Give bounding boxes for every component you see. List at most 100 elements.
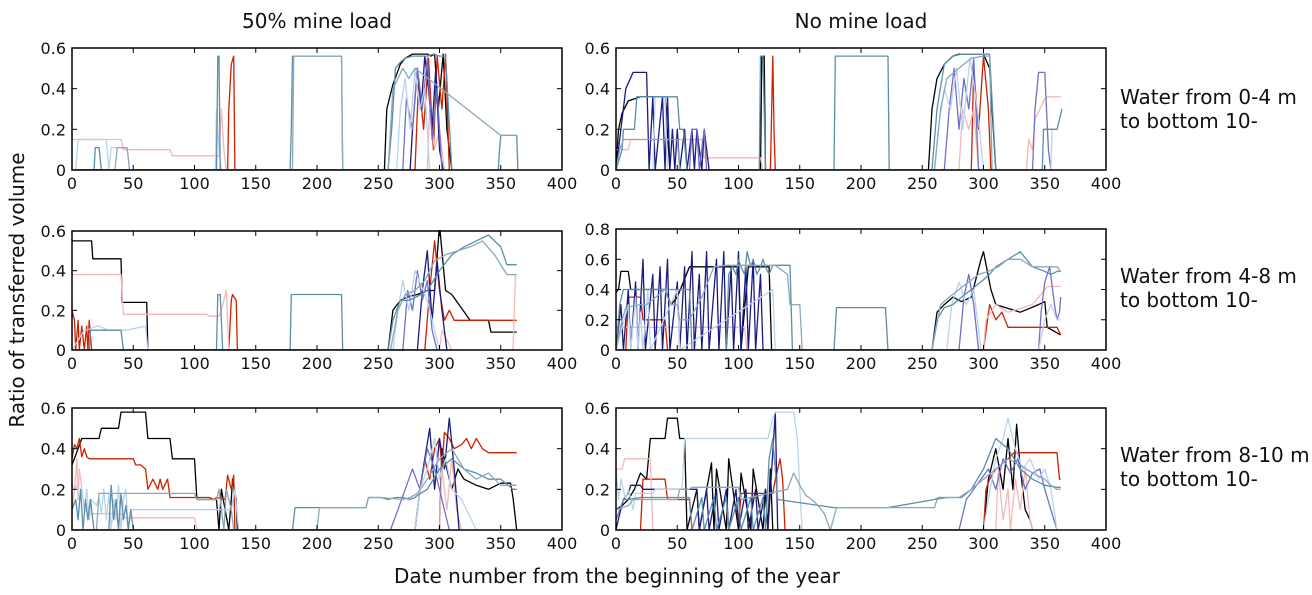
x-tick-label: 0 bbox=[67, 174, 77, 193]
x-tick-label: 0 bbox=[67, 534, 77, 553]
x-tick-label: 50 bbox=[667, 174, 687, 193]
x-tick-label: 150 bbox=[784, 534, 815, 553]
panel-row3-col1: 0 50 100 150 200 250 300 350 400 0 0.2 0.4 0.6 bbox=[41, 399, 578, 553]
x-tick-label: 200 bbox=[302, 534, 333, 553]
series-line-8 bbox=[72, 240, 517, 350]
panel-row3-col2: 0 50 100 150 200 250 300 350 400 0 0.2 0.4 0.6 bbox=[585, 399, 1122, 553]
x-tick-label: 250 bbox=[363, 174, 394, 193]
y-tick-label: 0.6 bbox=[585, 250, 610, 269]
y-tick-label: 0.4 bbox=[585, 80, 610, 99]
x-tick-label: 200 bbox=[846, 534, 877, 553]
x-tick-label: 150 bbox=[784, 174, 815, 193]
x-tick-label: 50 bbox=[123, 354, 143, 373]
series-line-5 bbox=[616, 57, 1052, 170]
x-tick-label: 100 bbox=[179, 534, 210, 553]
series-line-7 bbox=[72, 53, 519, 170]
series-line-3 bbox=[72, 108, 446, 170]
y-tick-label: 0 bbox=[600, 161, 610, 180]
series-group bbox=[72, 230, 517, 350]
y-tick-label: 0.2 bbox=[41, 120, 66, 139]
series-line-5 bbox=[72, 448, 450, 530]
y-tick-label: 0 bbox=[56, 161, 66, 180]
series-line-8 bbox=[616, 458, 1061, 530]
x-tick-label: 350 bbox=[485, 354, 516, 373]
x-tick-label: 300 bbox=[968, 534, 999, 553]
x-tick-label: 300 bbox=[424, 174, 455, 193]
series-line-1 bbox=[72, 230, 517, 350]
y-tick-label: 0.6 bbox=[585, 39, 610, 58]
x-tick-label: 350 bbox=[1029, 354, 1060, 373]
y-tick-label: 0.6 bbox=[41, 222, 66, 241]
row-label-1-line2: to bottom 10- bbox=[1120, 109, 1258, 133]
panel-row2-col2: 0 50 100 150 200 250 300 350 400 0 0.2 0.4 0.6 0.8 bbox=[585, 220, 1122, 373]
y-tick-label: 0.2 bbox=[41, 480, 66, 499]
series-line-3 bbox=[72, 273, 517, 350]
series-line-4 bbox=[616, 71, 712, 170]
series-group bbox=[72, 411, 518, 530]
series-group bbox=[616, 411, 1061, 530]
series-line-8 bbox=[616, 55, 993, 170]
y-tick-label: 0 bbox=[600, 341, 610, 360]
row-label-3-line2: to bottom 10- bbox=[1120, 467, 1258, 491]
y-tick-label: 0.2 bbox=[585, 120, 610, 139]
y-axis-label: Ratio of transferred volume bbox=[5, 152, 29, 427]
x-tick-label: 400 bbox=[1091, 174, 1122, 193]
x-tick-label: 200 bbox=[302, 174, 333, 193]
series-line-6 bbox=[72, 437, 477, 530]
x-tick-label: 100 bbox=[723, 534, 754, 553]
panels: 0 50 100 150 200 250 300 350 400 0 0.2 0.4 0.6 0 50 100… bbox=[41, 39, 1122, 553]
series-line-5 bbox=[72, 270, 438, 350]
x-tick-label: 50 bbox=[667, 534, 687, 553]
x-tick-label: 350 bbox=[485, 174, 516, 193]
series-line-1 bbox=[616, 53, 997, 170]
x-tick-label: 0 bbox=[67, 354, 77, 373]
series-line-6 bbox=[616, 411, 1058, 530]
x-tick-label: 250 bbox=[363, 354, 394, 373]
x-tick-label: 50 bbox=[667, 354, 687, 373]
x-tick-label: 400 bbox=[1091, 534, 1122, 553]
panel-row2-col1: 0 50 100 150 200 250 300 350 400 0 0.2 0.4 0.6 bbox=[41, 222, 578, 373]
x-tick-label: 200 bbox=[302, 354, 333, 373]
x-tick-label: 0 bbox=[611, 174, 621, 193]
series-line-2 bbox=[616, 55, 992, 170]
y-tick-label: 0 bbox=[56, 341, 66, 360]
x-tick-label: 400 bbox=[1091, 354, 1122, 373]
x-tick-label: 300 bbox=[424, 534, 455, 553]
plot-frame bbox=[615, 407, 1107, 531]
series-line-6 bbox=[72, 270, 441, 350]
panel-row1-col1: 0 50 100 150 200 250 300 350 400 0 0.2 0.4 0.6 bbox=[41, 39, 578, 193]
x-tick-label: 350 bbox=[1029, 534, 1060, 553]
x-tick-label: 200 bbox=[846, 354, 877, 373]
x-tick-label: 250 bbox=[907, 534, 938, 553]
y-tick-label: 0.4 bbox=[585, 440, 610, 459]
column-title-1: 50% mine load bbox=[242, 9, 392, 33]
x-tick-label: 150 bbox=[240, 174, 271, 193]
x-tick-label: 50 bbox=[123, 174, 143, 193]
series-line-7 bbox=[72, 458, 517, 530]
x-tick-label: 300 bbox=[424, 354, 455, 373]
x-tick-label: 100 bbox=[723, 354, 754, 373]
x-tick-label: 300 bbox=[968, 174, 999, 193]
x-tick-label: 350 bbox=[1029, 174, 1060, 193]
row-label-1: Water from 0-4 m bbox=[1120, 85, 1297, 109]
y-tick-label: 0.2 bbox=[585, 480, 610, 499]
plot-frame bbox=[71, 47, 563, 171]
column-title-2: No mine load bbox=[795, 9, 928, 33]
x-tick-label: 100 bbox=[723, 174, 754, 193]
row-label-2-line2: to bottom 10- bbox=[1120, 288, 1258, 312]
x-tick-label: 0 bbox=[611, 534, 621, 553]
x-tick-label: 50 bbox=[123, 534, 143, 553]
y-tick-label: 0 bbox=[600, 521, 610, 540]
x-tick-label: 0 bbox=[611, 354, 621, 373]
x-tick-label: 300 bbox=[968, 354, 999, 373]
y-tick-label: 0.6 bbox=[41, 39, 66, 58]
y-tick-label: 0.2 bbox=[41, 301, 66, 320]
x-tick-label: 150 bbox=[240, 354, 271, 373]
x-tick-label: 150 bbox=[784, 354, 815, 373]
y-tick-label: 0.4 bbox=[41, 440, 66, 459]
y-tick-label: 0.6 bbox=[41, 399, 66, 418]
series-line-1 bbox=[72, 53, 453, 170]
y-tick-label: 0 bbox=[56, 521, 66, 540]
